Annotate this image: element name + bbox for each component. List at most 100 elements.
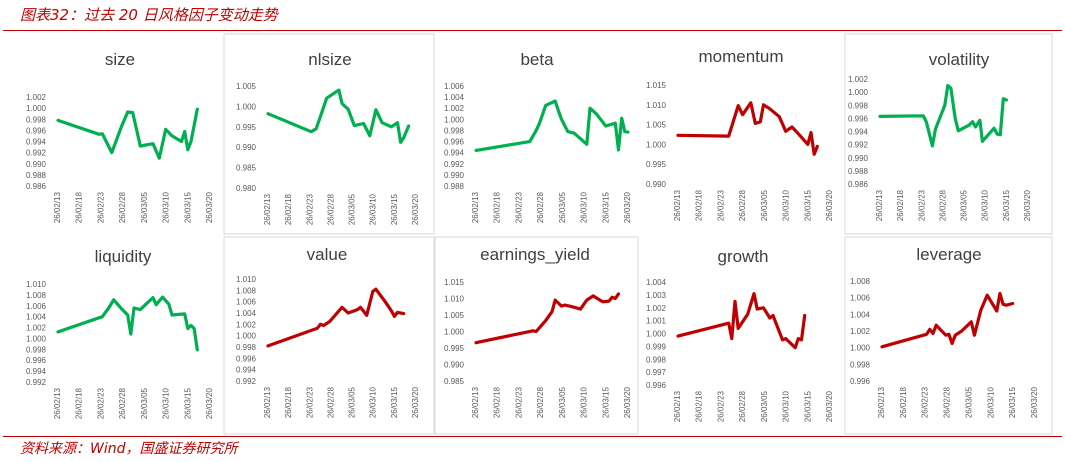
y-tick-label: 1.000 xyxy=(848,88,869,97)
x-tick-label: 26/03/10 xyxy=(981,189,990,221)
x-tick-label: 26/03/20 xyxy=(623,386,632,418)
x-tick-label: 26/03/20 xyxy=(825,390,834,422)
y-tick-label: 0.986 xyxy=(848,180,869,189)
series-line xyxy=(676,101,819,156)
y-tick-label: 1.002 xyxy=(850,327,871,336)
x-tick-label: 26/02/13 xyxy=(471,386,480,418)
panel-frame xyxy=(844,236,1053,435)
x-tick-label: 26/02/28 xyxy=(536,191,545,223)
y-tick-label: 0.994 xyxy=(848,128,869,137)
y-tick-label: 0.996 xyxy=(444,138,465,147)
series-line xyxy=(474,99,630,152)
y-tick-label: 1.010 xyxy=(646,101,667,110)
y-tick-label: 0.985 xyxy=(444,377,465,386)
y-tick-label: 0.998 xyxy=(26,115,47,124)
x-tick-label: 26/03/10 xyxy=(162,387,171,419)
x-tick-label: 26/02/23 xyxy=(716,390,725,422)
x-tick-label: 26/03/10 xyxy=(580,191,589,223)
x-tick-label: 26/03/15 xyxy=(390,193,399,225)
x-tick-label: 26/03/10 xyxy=(369,193,378,225)
y-tick-label: 1.000 xyxy=(646,140,667,149)
x-tick-label: 26/02/28 xyxy=(943,386,952,418)
y-tick-label: 0.999 xyxy=(646,342,667,351)
x-tick-label: 26/02/13 xyxy=(877,386,886,418)
y-tick-label: 1.004 xyxy=(850,310,871,319)
chart-title: liquidity xyxy=(95,247,152,266)
chart-title: growth xyxy=(717,247,768,266)
y-tick-label: 0.990 xyxy=(26,160,47,169)
x-tick-label: 26/02/23 xyxy=(716,189,725,221)
y-tick-label: 0.988 xyxy=(26,171,47,180)
x-tick-label: 26/02/18 xyxy=(75,191,84,223)
y-tick-label: 1.000 xyxy=(850,344,871,353)
x-tick-label: 26/02/23 xyxy=(305,193,314,225)
y-tick-label: 0.994 xyxy=(236,366,257,375)
chart-panel-size: size 1.002 1.000 0.998 0.996 0.994 0.992 0.990 0… xyxy=(26,50,214,223)
x-tick-label: 26/02/23 xyxy=(514,191,523,223)
y-tick-label: 1.000 xyxy=(444,115,465,124)
y-tick-label: 1.005 xyxy=(236,82,257,91)
x-tick-label: 26/02/18 xyxy=(284,386,293,418)
y-tick-label: 0.980 xyxy=(236,184,257,193)
y-tick-label: 1.015 xyxy=(444,278,465,287)
y-tick-label: 1.000 xyxy=(26,334,47,343)
top-divider xyxy=(3,30,1062,31)
y-tick-label: 1.008 xyxy=(236,286,257,295)
y-tick-label: 1.001 xyxy=(646,317,667,326)
y-tick-label: 0.998 xyxy=(444,126,465,135)
x-tick-label: 26/02/18 xyxy=(493,191,502,223)
y-tick-label: 0.990 xyxy=(848,154,869,163)
x-tick-label: 26/03/15 xyxy=(601,386,610,418)
y-tick-label: 1.002 xyxy=(26,324,47,333)
chart-title: beta xyxy=(520,50,554,69)
panel-frame xyxy=(223,33,435,235)
x-tick-label: 26/03/20 xyxy=(623,191,632,223)
x-tick-label: 26/02/23 xyxy=(514,386,523,418)
x-tick-label: 26/03/10 xyxy=(162,191,171,223)
chart-title: volatility xyxy=(929,50,990,69)
y-tick-label: 0.998 xyxy=(850,360,871,369)
x-tick-label: 26/03/20 xyxy=(411,193,420,225)
x-tick-label: 26/02/13 xyxy=(263,193,272,225)
x-tick-label: 26/02/13 xyxy=(673,189,682,221)
x-tick-label: 26/03/05 xyxy=(760,189,769,221)
x-tick-label: 26/02/13 xyxy=(673,390,682,422)
x-tick-label: 26/02/28 xyxy=(118,191,127,223)
x-tick-label: 26/02/28 xyxy=(738,390,747,422)
chart-panel-nlsize: nlsize 1.005 1.000 0.995 0.990 0.985 0.980 26/0… xyxy=(223,33,435,235)
x-tick-label: 26/03/10 xyxy=(369,386,378,418)
x-tick-label: 26/02/13 xyxy=(53,387,62,419)
x-tick-label: 26/02/13 xyxy=(471,191,480,223)
panel-frame xyxy=(223,236,435,435)
y-tick-label: 0.995 xyxy=(444,344,465,353)
y-tick-label: 1.002 xyxy=(444,104,465,113)
x-tick-label: 26/03/15 xyxy=(1002,189,1011,221)
x-tick-label: 26/02/18 xyxy=(493,386,502,418)
y-tick-label: 1.010 xyxy=(444,295,465,304)
x-tick-label: 26/02/23 xyxy=(921,386,930,418)
y-tick-label: 0.992 xyxy=(444,160,465,169)
x-tick-label: 26/02/23 xyxy=(917,189,926,221)
x-tick-label: 26/02/13 xyxy=(263,386,272,418)
x-tick-label: 26/02/23 xyxy=(96,387,105,419)
x-tick-label: 26/03/15 xyxy=(183,387,192,419)
series-line xyxy=(474,292,621,345)
y-tick-label: 0.990 xyxy=(646,180,667,189)
x-tick-label: 26/03/05 xyxy=(558,386,567,418)
page-title: 图表32：过去 20 日风格因子变动走势 xyxy=(20,6,278,24)
y-tick-label: 0.992 xyxy=(26,149,47,158)
y-tick-label: 1.002 xyxy=(646,304,667,313)
y-tick-label: 1.006 xyxy=(236,298,257,307)
y-tick-label: 0.992 xyxy=(236,377,257,386)
y-tick-label: 0.995 xyxy=(646,160,667,169)
x-tick-label: 26/03/15 xyxy=(601,191,610,223)
y-tick-label: 0.996 xyxy=(850,377,871,386)
x-tick-label: 26/03/15 xyxy=(390,386,399,418)
chart-title: earnings_yield xyxy=(480,245,590,264)
x-tick-label: 26/03/20 xyxy=(1023,189,1032,221)
y-tick-label: 1.005 xyxy=(646,121,667,130)
y-tick-label: 0.996 xyxy=(646,381,667,390)
